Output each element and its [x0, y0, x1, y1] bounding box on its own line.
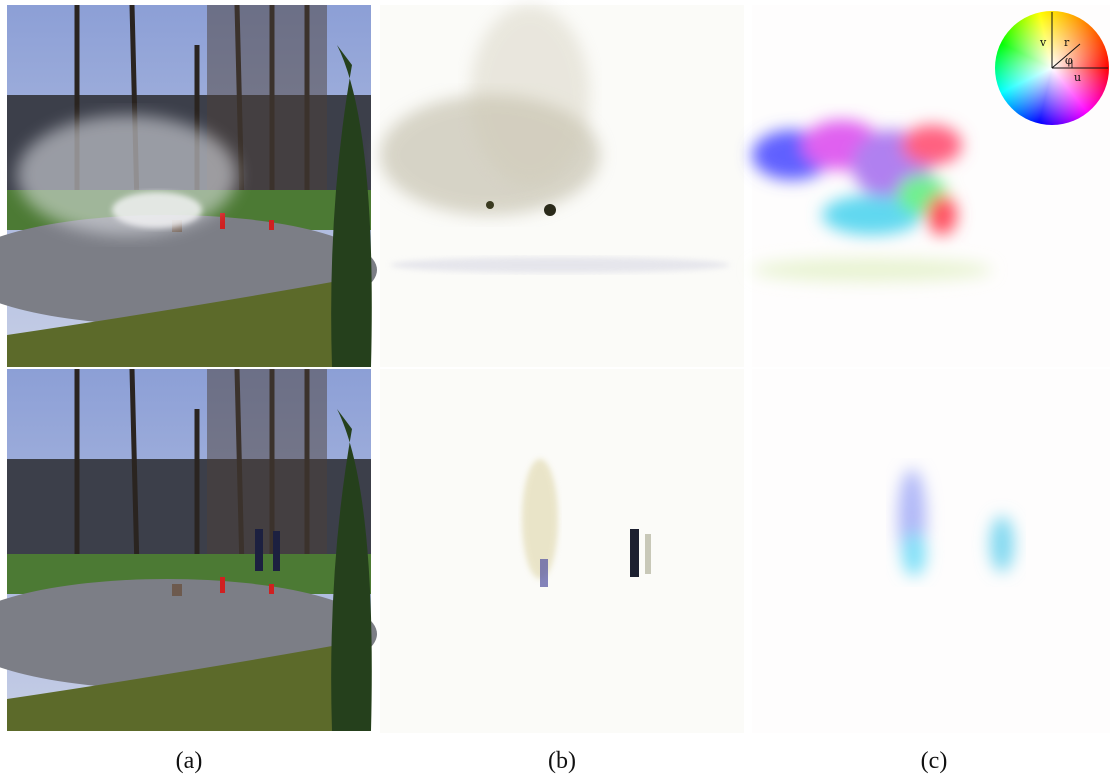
figure: (a) (b) (c) v r φ u [0, 0, 1110, 783]
wheel-label: φ [1065, 54, 1073, 67]
color-wheel-axes: v r φ u [0, 0, 1110, 783]
wheel-label: v [1039, 36, 1047, 49]
wheel-label: r [1064, 36, 1070, 49]
wheel-label: u [1074, 71, 1081, 84]
